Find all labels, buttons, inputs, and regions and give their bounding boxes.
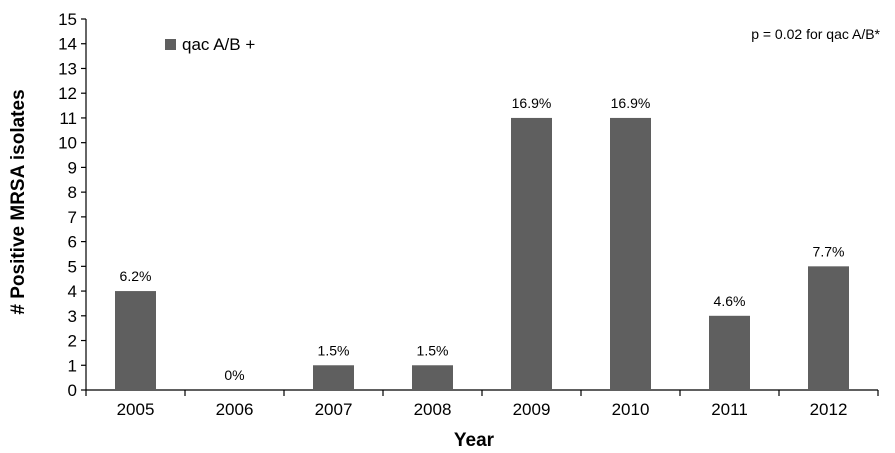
- x-tick-label: 2006: [216, 400, 254, 419]
- bar: [709, 315, 750, 390]
- y-tick-label: 4: [68, 282, 77, 301]
- x-tick-label: 2010: [612, 400, 650, 419]
- bar-data-label: 16.9%: [512, 95, 552, 111]
- x-axis: 2005 2006 2007 2008 2009 2010 2011 2012: [85, 389, 879, 419]
- x-tick-label: 2008: [414, 400, 452, 419]
- bar: [808, 266, 849, 390]
- x-tick-label: 2012: [810, 400, 848, 419]
- y-tick-label: 0: [68, 381, 77, 400]
- bar-data-label: 6.2%: [120, 268, 152, 284]
- legend: qac A/B +: [165, 35, 255, 54]
- y-tick-label: 7: [68, 208, 77, 227]
- y-tick-label: 6: [68, 233, 77, 252]
- legend-swatch: [165, 39, 176, 50]
- bar: [511, 117, 552, 390]
- bar-data-label: 16.9%: [611, 95, 651, 111]
- bar-data-label: 1.5%: [318, 342, 350, 358]
- bar: [610, 117, 651, 390]
- bar: [313, 365, 354, 390]
- x-tick-label: 2005: [117, 400, 155, 419]
- bar-data-label: 1.5%: [417, 342, 449, 358]
- y-tick-label: 9: [68, 158, 77, 177]
- x-axis-title: Year: [454, 430, 495, 451]
- y-tick-label: 3: [68, 307, 77, 326]
- bar-data-label: 0%: [224, 367, 244, 383]
- p-value-annotation: p = 0.02 for qac A/B*: [751, 26, 880, 42]
- x-tick-label: 2009: [513, 400, 551, 419]
- x-tick-label: 2007: [315, 400, 353, 419]
- bar: [412, 365, 453, 390]
- y-tick-label: 10: [58, 134, 77, 153]
- x-tick-label: 2011: [711, 400, 748, 419]
- y-tick-label: 14: [58, 35, 77, 54]
- y-tick-label: 1: [68, 356, 77, 375]
- bar-data-label: 4.6%: [714, 293, 746, 309]
- data-labels: 6.2% 0% 1.5% 1.5% 16.9% 16.9% 4.6% 7.7%: [120, 95, 845, 383]
- bars: [115, 117, 849, 390]
- y-tick-label: 15: [58, 10, 77, 29]
- y-tick-label: 8: [68, 183, 77, 202]
- bar: [115, 291, 156, 390]
- y-tick-label: 13: [58, 59, 77, 78]
- bar-data-label: 7.7%: [813, 243, 845, 259]
- y-tick-label: 12: [58, 84, 77, 103]
- y-axis-title: # Positive MRSA isolates: [8, 89, 29, 314]
- y-tick-label: 11: [59, 109, 77, 128]
- y-tick-label: 2: [68, 332, 77, 351]
- legend-label: qac A/B +: [182, 35, 255, 54]
- y-tick-label: 5: [68, 257, 77, 276]
